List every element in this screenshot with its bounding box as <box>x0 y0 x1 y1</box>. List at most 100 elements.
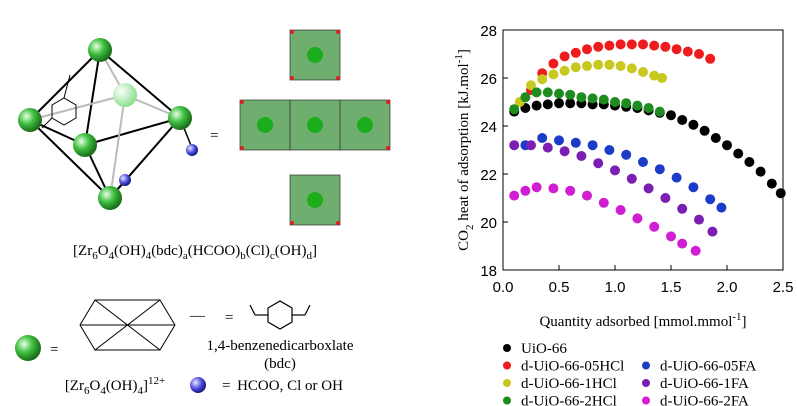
chart: 1820222426280.00.51.01.52.02.5Quantity a… <box>453 23 793 406</box>
legend-label: UiO-66 <box>521 341 567 357</box>
point <box>660 193 670 203</box>
point <box>537 74 547 84</box>
point <box>694 215 704 225</box>
formula-part: (OH) <box>106 378 138 394</box>
linker-abbr: (bdc) <box>264 356 296 372</box>
point <box>560 66 570 76</box>
formula-part: (HCOO) <box>188 243 241 259</box>
point <box>776 188 786 198</box>
point <box>632 213 642 223</box>
legend-marker <box>642 397 650 405</box>
point <box>593 60 603 70</box>
point <box>655 164 665 174</box>
point <box>655 107 665 117</box>
point <box>688 182 698 192</box>
y-tick-label: 20 <box>480 215 497 232</box>
y-tick-label: 24 <box>480 119 497 136</box>
legend-label: d-UiO-66-1FA <box>660 376 749 392</box>
point <box>694 49 704 59</box>
point <box>638 39 648 49</box>
point <box>588 93 598 103</box>
point <box>520 186 530 196</box>
point <box>627 63 637 73</box>
point <box>700 126 710 136</box>
x-axis-label-sup: -1 <box>732 311 741 323</box>
point <box>649 222 659 232</box>
point <box>677 239 687 249</box>
x-axis-label-part: ] <box>742 314 747 330</box>
linker-name: 1,4-benzenedicarboxlate <box>206 338 353 354</box>
point <box>532 101 542 111</box>
point <box>588 140 598 150</box>
point <box>582 191 592 201</box>
point <box>554 98 564 108</box>
point <box>599 198 609 208</box>
formula-part: (OH) <box>275 243 307 259</box>
formula-part: O <box>98 243 109 259</box>
x-tick-label: 2.0 <box>717 279 738 296</box>
point <box>657 73 667 83</box>
point <box>644 183 654 193</box>
formula-part: ] <box>312 243 317 259</box>
linker-drawing <box>250 301 310 329</box>
x-axis-label: Quantity adsorbed [mmol.mmol-1] <box>539 311 746 330</box>
point <box>638 157 648 167</box>
legend-label: d-UiO-66-2FA <box>660 394 749 406</box>
formula-part: (Cl) <box>246 243 270 259</box>
point <box>756 167 766 177</box>
cluster-drawing <box>80 300 175 350</box>
point <box>604 60 614 70</box>
ligand-sphere <box>190 377 206 393</box>
point <box>767 179 777 189</box>
formula: [Zr6O4(OH)4(bdc)a(HCOO)b(Cl)c(OH)d] <box>73 243 317 262</box>
point <box>571 138 581 148</box>
legend-marker <box>503 344 511 352</box>
legend-marker <box>503 397 511 405</box>
point <box>548 69 558 79</box>
point <box>638 67 648 77</box>
point <box>571 62 581 72</box>
y-tick-label: 22 <box>480 167 497 184</box>
equals: = <box>222 378 230 394</box>
point <box>582 44 592 54</box>
point <box>543 143 553 153</box>
point <box>616 39 626 49</box>
point <box>722 140 732 150</box>
point <box>627 39 637 49</box>
point <box>616 61 626 71</box>
legend-marker <box>642 379 650 387</box>
point <box>677 115 687 125</box>
point <box>632 101 642 111</box>
point <box>649 41 659 51</box>
x-tick-label: 0.0 <box>493 279 514 296</box>
point <box>582 61 592 71</box>
point <box>537 133 547 143</box>
point <box>672 44 682 54</box>
point <box>644 103 654 113</box>
point <box>520 92 530 102</box>
octahedron <box>18 38 198 210</box>
point <box>666 231 676 241</box>
point <box>621 98 631 108</box>
zr-cluster-sphere <box>15 335 41 361</box>
x-tick-label: 0.5 <box>549 279 570 296</box>
point <box>677 204 687 214</box>
point <box>627 174 637 184</box>
figure: = [Zr6O4(OH)4(bdc)a(HCOO)b(Cl)c(OH)d] = … <box>0 0 797 406</box>
formula-part: (bdc) <box>151 243 183 259</box>
point <box>571 48 581 58</box>
y-axis-label-part: heat of adsorption [kJ.mol <box>456 63 472 224</box>
legend-label: d-UiO-66-05HCl <box>521 359 624 375</box>
point <box>509 140 519 150</box>
x-tick-label: 2.5 <box>773 279 794 296</box>
point <box>733 149 743 159</box>
point <box>509 104 519 114</box>
point <box>621 150 631 160</box>
y-axis-label-part: ] <box>456 49 472 54</box>
y-tick-label: 26 <box>480 71 497 88</box>
point <box>560 51 570 61</box>
y-tick-label: 18 <box>480 263 497 280</box>
point <box>666 110 676 120</box>
cluster-formula: [Zr6O4(OH)4]12+ <box>65 375 165 397</box>
point <box>560 146 570 156</box>
